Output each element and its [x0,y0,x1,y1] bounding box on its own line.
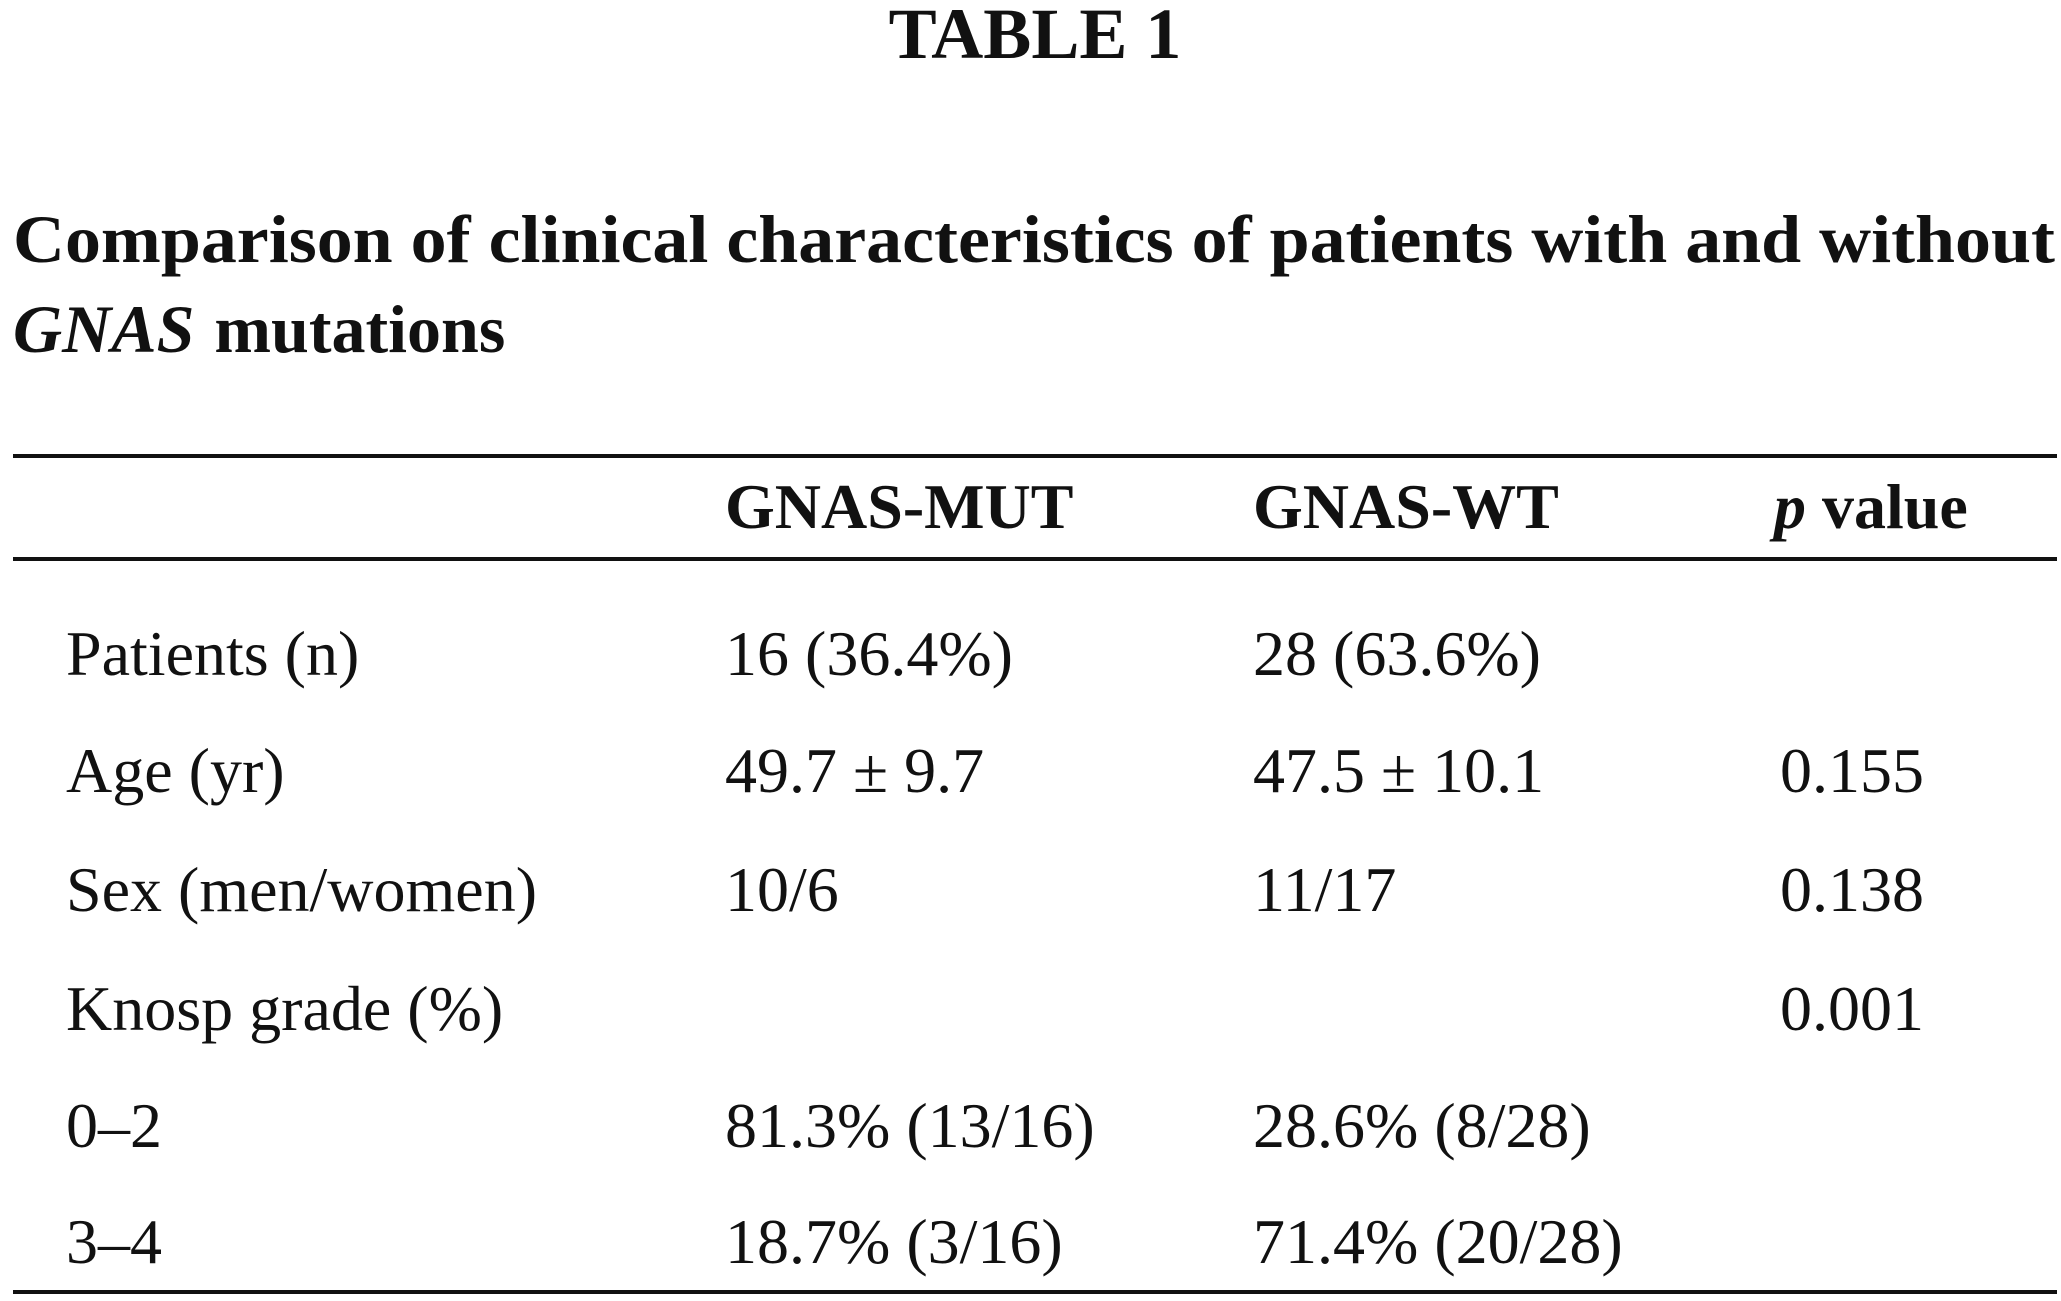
table-cell: 49.7 ± 9.7 [725,735,984,806]
table-cell: 0.155 [1780,735,1924,806]
column-header: p value [1769,471,1968,542]
row-label: Knosp grade (%) [66,973,503,1044]
column-header-text: value [1822,471,1968,542]
row-label: 0–2 [66,1090,162,1161]
table-label: TABLE 1 [889,0,1182,74]
column-header: GNAS-WT [1253,471,1559,542]
row-label: 3–4 [66,1206,162,1277]
caption-text: mutations [214,291,505,367]
table-cell: 28.6% (8/28) [1253,1090,1591,1161]
table-cell: 0.001 [1780,973,1924,1044]
table-cell: 11/17 [1253,854,1396,925]
table-cell: 16 (36.4%) [725,618,1013,689]
table-cell: 10/6 [725,854,839,925]
table-cell: 0.138 [1780,854,1924,925]
row-label: Sex (men/women) [66,854,537,925]
table-cell: 18.7% (3/16) [725,1206,1063,1277]
caption-italic: GNAS [13,291,194,367]
table-cell: 47.5 ± 10.1 [1253,735,1544,806]
column-header: GNAS-MUT [725,471,1073,542]
caption-line: Comparison of clinical characteristics o… [13,201,2055,277]
row-label: Age (yr) [66,735,285,806]
table-cell: 71.4% (20/28) [1253,1206,1623,1277]
column-header-italic: p [1769,471,1806,542]
caption-line: GNAS mutations [13,291,505,367]
row-label: Patients (n) [66,618,359,689]
table-cell: 81.3% (13/16) [725,1090,1095,1161]
table-cell: 28 (63.6%) [1253,618,1541,689]
